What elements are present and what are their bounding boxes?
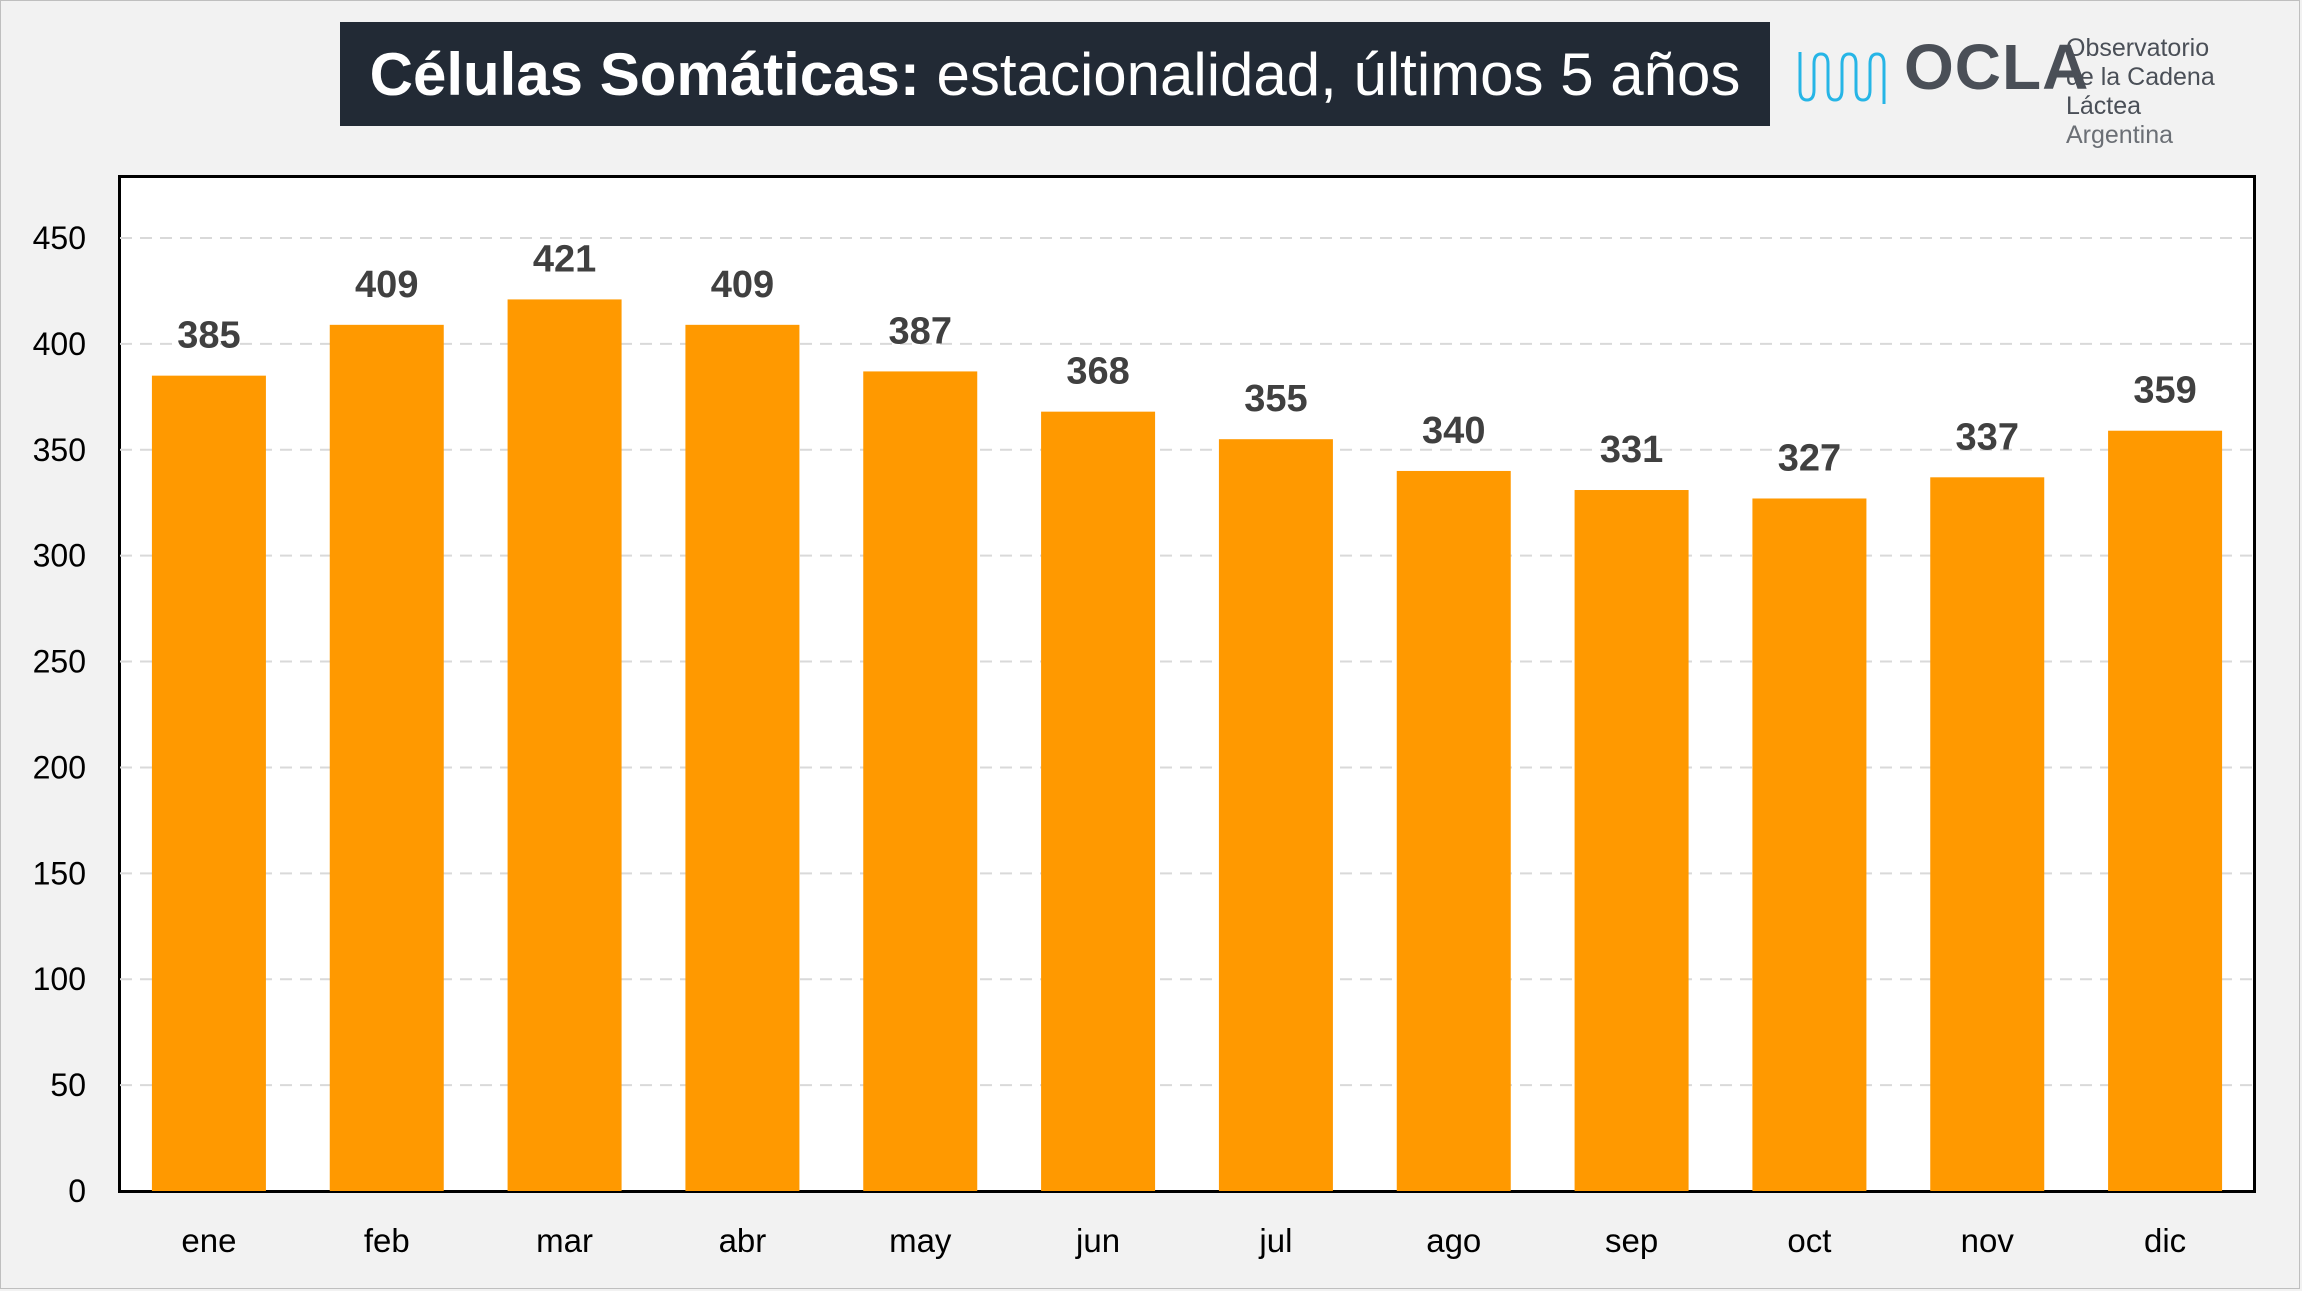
y-tick-label: 250 <box>33 644 86 680</box>
x-tick-label-jun: jun <box>1075 1222 1120 1259</box>
bar-jun <box>1041 411 1156 1191</box>
x-tick-label-mar: mar <box>536 1222 593 1259</box>
logo-subtitle: Observatorio de la Cadena Láctea Argenti… <box>2066 34 2286 150</box>
data-label-nov: 337 <box>1956 416 2019 458</box>
x-tick-label-nov: nov <box>1961 1222 2015 1259</box>
y-tick-label: 200 <box>33 749 86 785</box>
data-label-mar: 421 <box>533 238 596 280</box>
chart-title-rest: estacionalidad, últimos 5 años <box>936 40 1741 108</box>
x-tick-label-dic: dic <box>2144 1222 2186 1259</box>
x-tick-label-abr: abr <box>719 1222 767 1259</box>
x-tick-label-oct: oct <box>1787 1222 1831 1259</box>
data-label-jun: 368 <box>1066 351 1129 393</box>
chart-title-banner: Células Somáticas: estacionalidad, últim… <box>340 22 1770 126</box>
bar-ene <box>151 375 266 1192</box>
data-label-jul: 355 <box>1244 378 1307 420</box>
data-label-abr: 409 <box>711 264 774 306</box>
x-tick-label-ago: ago <box>1426 1222 1481 1259</box>
data-label-dic: 359 <box>2133 370 2196 412</box>
data-label-ene: 385 <box>177 315 240 357</box>
data-label-ago: 340 <box>1422 410 1485 452</box>
x-tick-label-sep: sep <box>1605 1222 1658 1259</box>
data-label-feb: 409 <box>355 264 418 306</box>
y-tick-label: 0 <box>68 1173 86 1209</box>
x-tick-label-ene: ene <box>181 1222 236 1259</box>
ocla-logo: OCLA Observatorio de la Cadena Láctea Ar… <box>1796 28 2286 149</box>
bar-abr <box>685 324 800 1192</box>
y-tick-label: 50 <box>50 1067 86 1103</box>
y-tick-label: 450 <box>33 220 86 256</box>
x-tick-label-feb: feb <box>364 1222 410 1259</box>
chart-title-bold: Células Somáticas: <box>369 40 920 108</box>
logo-line-2: de la Cadena Láctea <box>2066 63 2215 120</box>
bar-may <box>863 371 978 1191</box>
y-tick-label: 400 <box>33 326 86 362</box>
bar-jul <box>1218 439 1333 1191</box>
bar-dic <box>2108 430 2223 1191</box>
bar-mar <box>507 299 622 1192</box>
x-tick-label-may: may <box>889 1222 952 1259</box>
logo-line-3: Argentina <box>2066 121 2174 149</box>
data-label-may: 387 <box>889 310 952 352</box>
bar-sep <box>1574 490 1689 1191</box>
bar-nov <box>1930 477 2045 1191</box>
logo-line-1: Observatorio <box>2066 34 2210 62</box>
milk-chain-wave-icon <box>1798 52 1886 104</box>
bar-feb <box>329 324 444 1192</box>
data-label-oct: 327 <box>1778 437 1841 479</box>
x-tick-label-jul: jul <box>1258 1222 1292 1259</box>
data-label-sep: 331 <box>1600 429 1663 471</box>
bar-ago <box>1396 470 1511 1191</box>
y-tick-label: 150 <box>33 855 86 891</box>
bar-oct <box>1752 498 1867 1191</box>
y-tick-label: 350 <box>33 432 86 468</box>
y-tick-label: 100 <box>33 961 86 997</box>
logo-wordmark: OCLA <box>1904 31 2090 103</box>
y-tick-label: 300 <box>33 538 86 574</box>
